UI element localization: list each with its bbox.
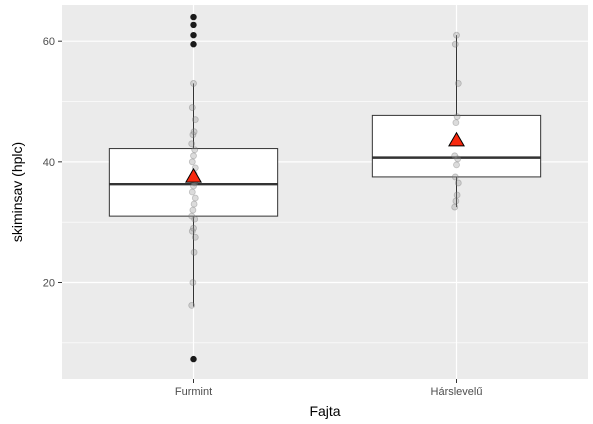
data-point: [191, 233, 199, 241]
data-point: [188, 104, 196, 111]
data-point: [454, 80, 462, 87]
data-point: [189, 131, 197, 139]
data-point: [188, 140, 196, 148]
outlier-point: [190, 21, 197, 29]
data-point: [451, 152, 459, 160]
data-point: [451, 40, 459, 48]
data-point: [190, 152, 197, 160]
mean-marker: [448, 131, 465, 147]
y-axis: 20 40 60: [43, 36, 62, 289]
data-point: [189, 206, 197, 214]
data-point: [452, 119, 460, 127]
data-point: [190, 248, 198, 256]
data-point: [188, 212, 196, 220]
grid-minor: [62, 101, 588, 344]
data-point: [453, 161, 460, 169]
data-point: [453, 191, 461, 199]
data-point: [451, 173, 459, 181]
data-point: [452, 197, 460, 205]
data-point: [190, 128, 198, 136]
data-point: [453, 113, 461, 120]
data-point: [190, 182, 197, 190]
data-point: [188, 302, 196, 309]
mean-marker: [185, 167, 202, 183]
y-tick-label: 40: [43, 157, 55, 169]
outlier-point: [190, 31, 197, 39]
data-point: [191, 215, 199, 223]
y-axis-title: skiminsav (hplc): [9, 142, 25, 242]
data-point: [453, 31, 460, 39]
x-tick-label: Furmint: [175, 386, 212, 398]
data-point: [188, 227, 196, 235]
y-tick-label: 60: [43, 36, 55, 48]
x-axis-title: Fajta: [309, 403, 340, 419]
data-point: [454, 155, 462, 163]
x-tick-label: Hárslevelű: [431, 386, 483, 398]
data-point: [189, 279, 197, 286]
data-point: [188, 188, 196, 196]
outlier-point: [190, 13, 197, 21]
data-point: [190, 80, 197, 87]
data-point: [191, 194, 199, 202]
data-point: [454, 179, 462, 187]
x-axis: Furmint Hárslevelű: [175, 379, 483, 398]
data-point: [188, 158, 196, 166]
data-point: [451, 203, 459, 211]
data-point: [190, 200, 198, 208]
data-point: [191, 116, 199, 124]
mean-markers: [185, 131, 465, 183]
data-point: [191, 146, 199, 154]
data-point: [190, 224, 197, 232]
y-tick-label: 20: [43, 277, 55, 289]
outlier-point: [190, 41, 197, 48]
outlier-point: [190, 355, 197, 363]
